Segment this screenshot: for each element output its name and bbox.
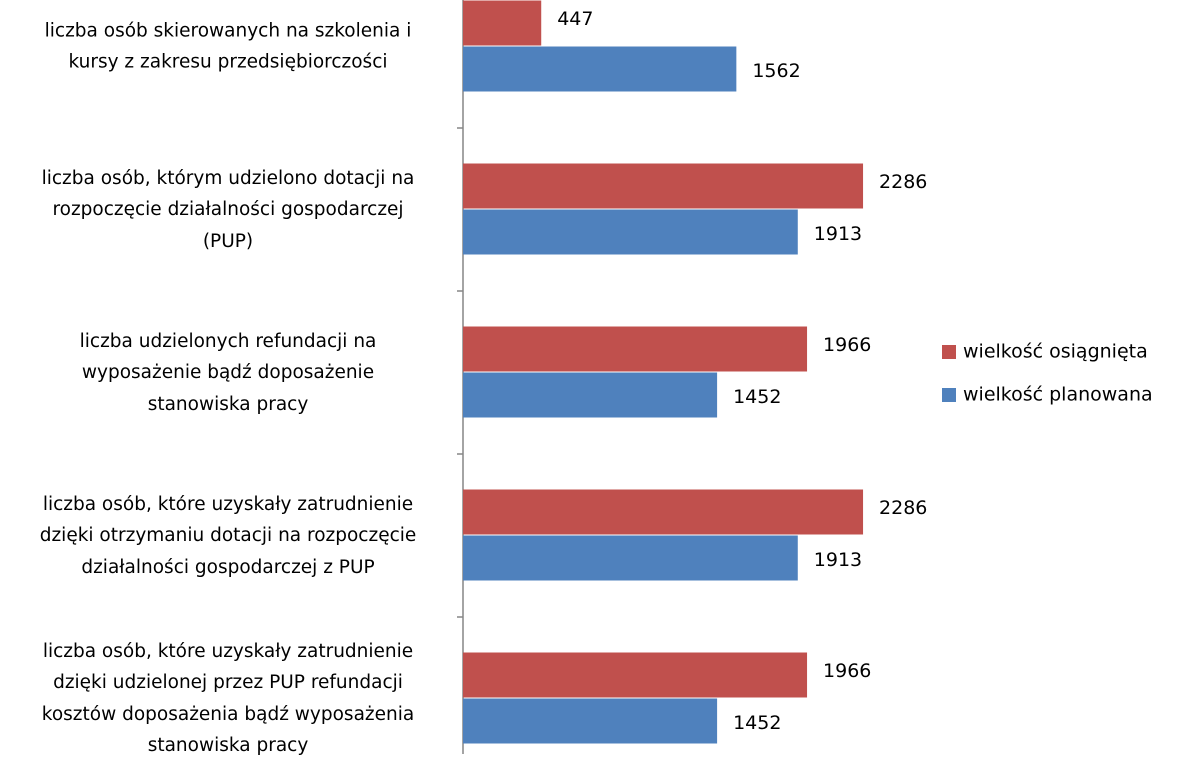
- data-label: 1966: [823, 334, 871, 356]
- bar: [463, 372, 718, 418]
- data-label: 2286: [879, 497, 927, 519]
- data-label: 1452: [733, 712, 781, 734]
- legend-label: wielkość osiągnięta: [963, 341, 1148, 363]
- bar: [463, 163, 864, 209]
- data-label: 447: [557, 8, 593, 30]
- data-label: 2286: [879, 171, 927, 193]
- data-label: 1913: [814, 223, 862, 245]
- data-label: 1913: [814, 549, 862, 571]
- bar: [463, 46, 737, 92]
- legend-swatch: [942, 388, 956, 402]
- category-label: liczba osób, które uzyskały zatrudnienie…: [39, 493, 417, 578]
- data-label: 1562: [752, 60, 800, 82]
- data-label: 1966: [823, 660, 871, 682]
- bar: [463, 326, 808, 372]
- category-label: liczba osób, które uzyskały zatrudnienie…: [41, 640, 415, 757]
- legend-swatch: [942, 345, 956, 359]
- bar: [463, 0, 542, 46]
- bar: [463, 698, 718, 744]
- bar: [463, 209, 798, 255]
- category-label: liczba udzielonych refundacji na wyposaż…: [79, 330, 377, 415]
- bar: [463, 489, 864, 535]
- bar: [463, 535, 798, 581]
- legend-label: wielkość planowana: [963, 384, 1153, 406]
- category-label: liczba osób, którym udzielono dotacji na…: [41, 167, 415, 252]
- bar: [463, 652, 808, 698]
- data-label: 1452: [733, 386, 781, 408]
- category-label: liczba osób skierowanych na szkolenia i …: [44, 20, 412, 73]
